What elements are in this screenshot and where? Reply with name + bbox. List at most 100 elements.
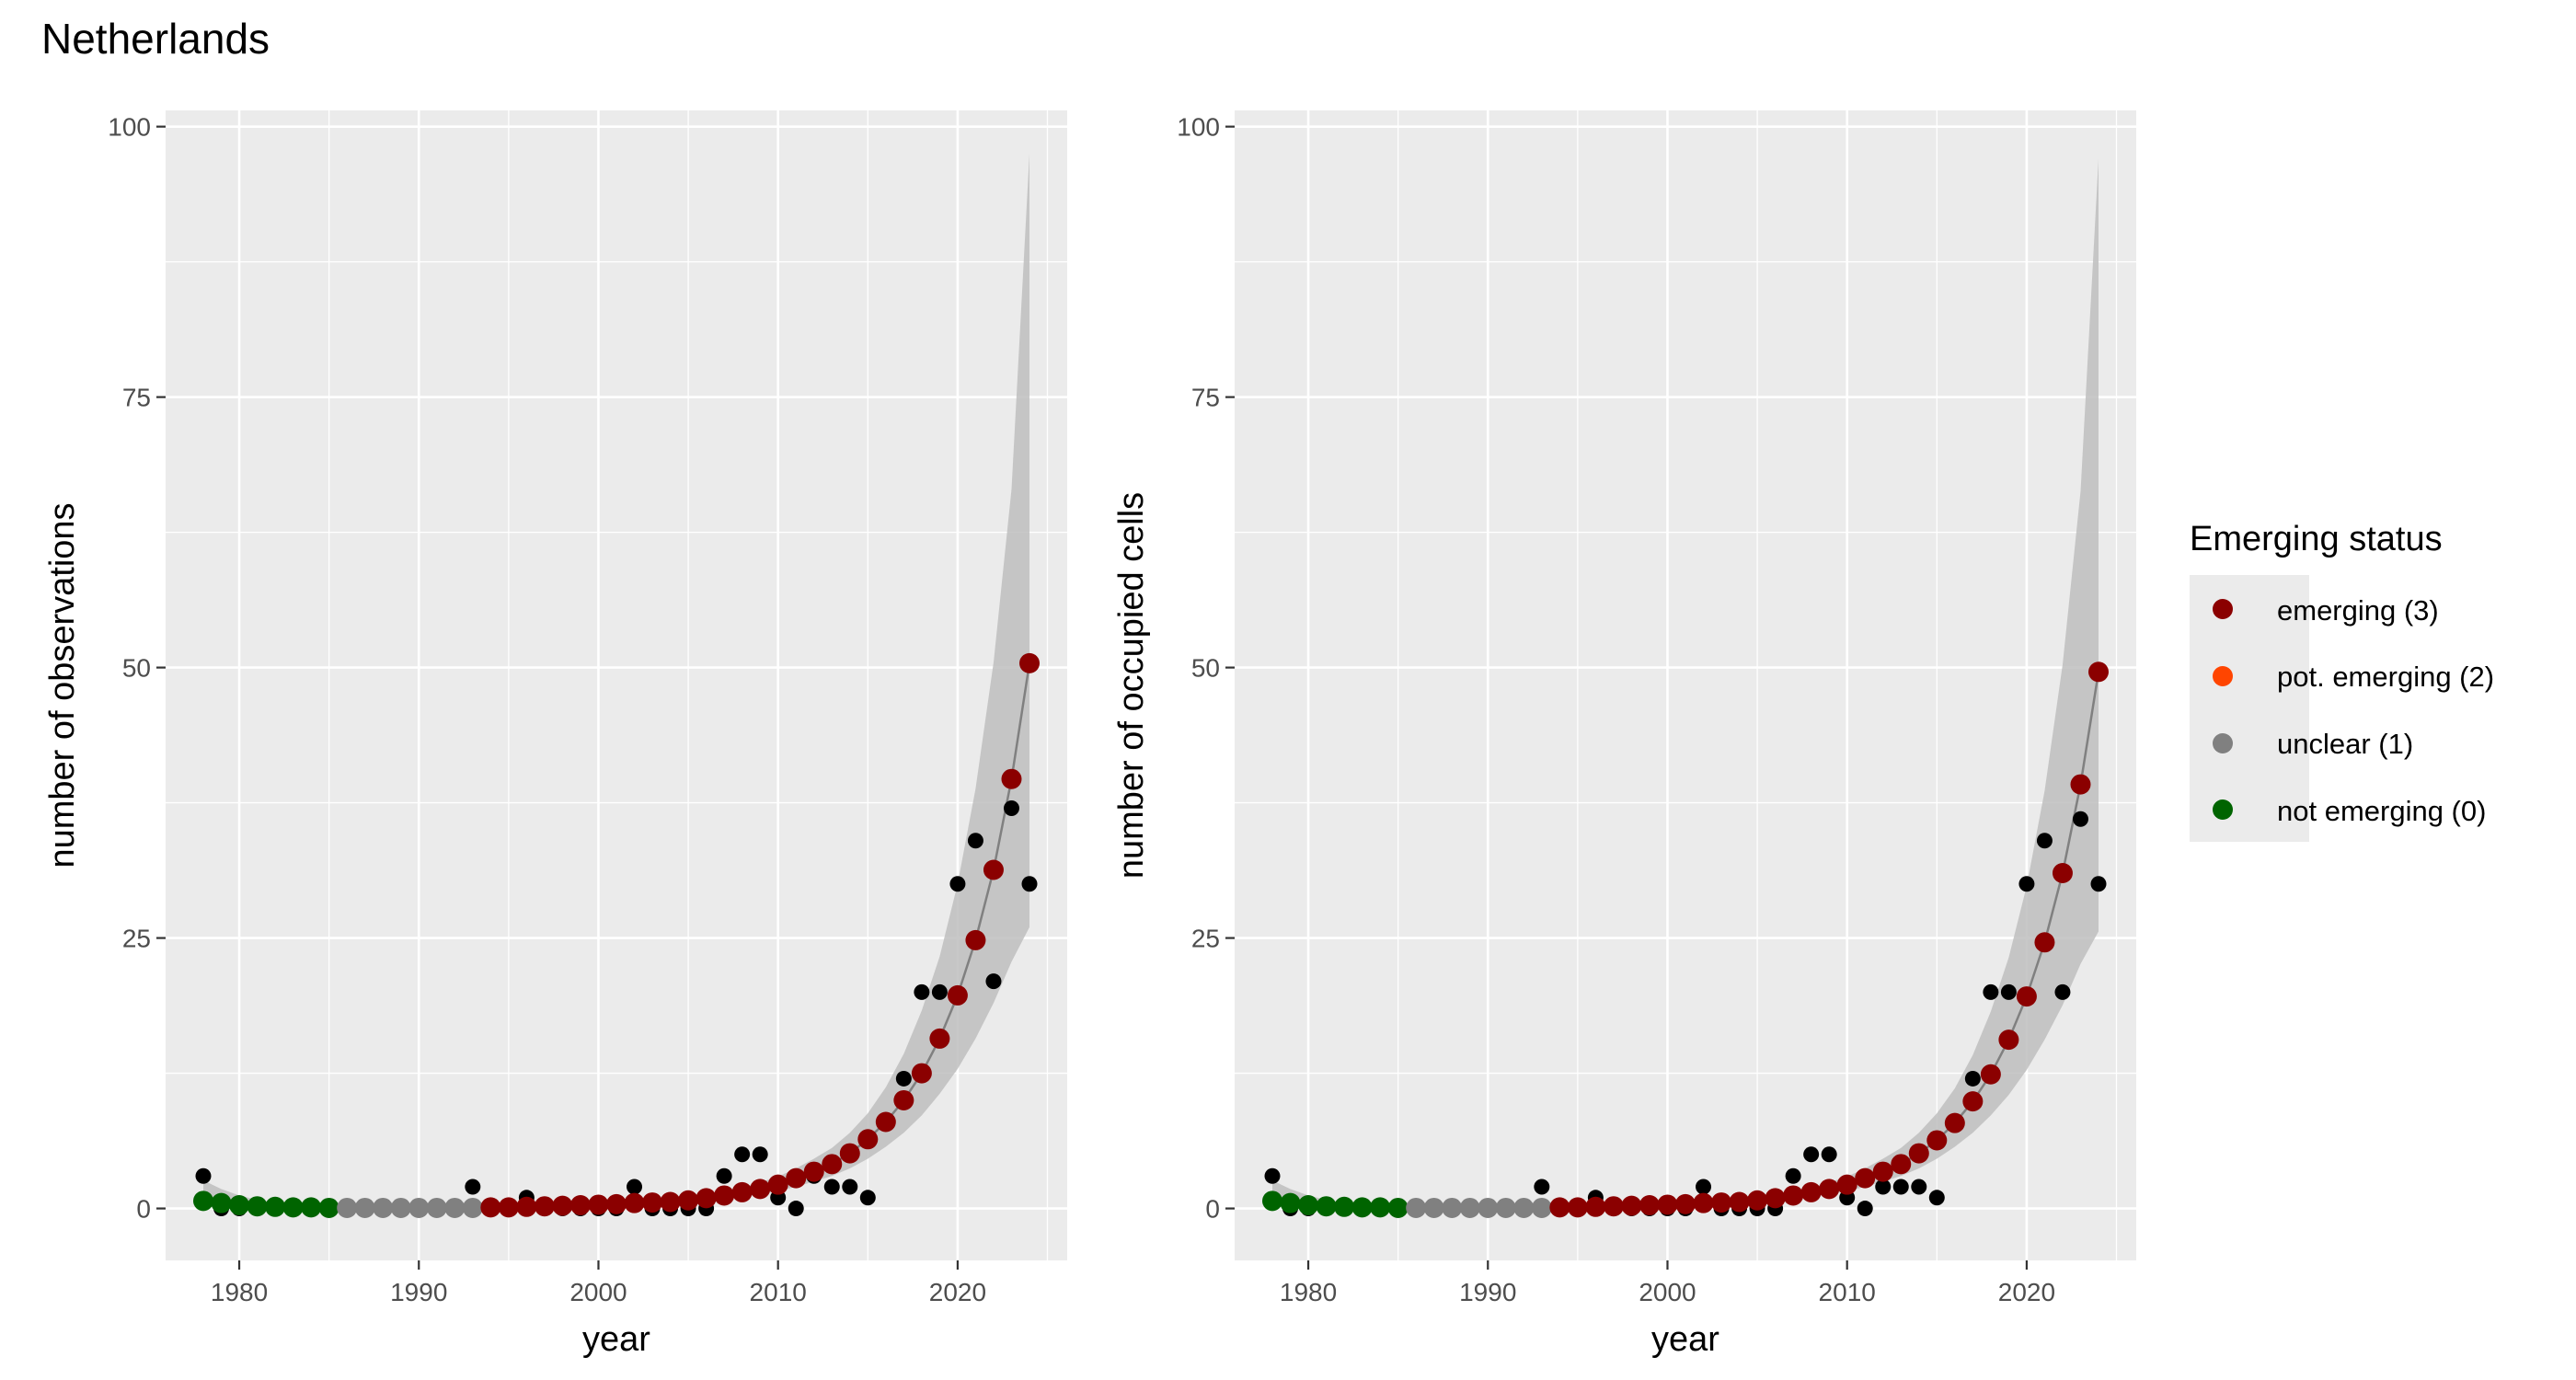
fitted-status-point — [301, 1197, 322, 1218]
fitted-status-point — [875, 1111, 896, 1133]
observed-point — [2036, 833, 2053, 849]
legend-label-pot-emerging: pot. emerging (2) — [2277, 661, 2494, 693]
x-tick-label: 1980 — [1280, 1278, 1337, 1306]
fitted-status-point — [1531, 1197, 1552, 1218]
fitted-status-point — [444, 1197, 466, 1218]
fitted-status-point — [265, 1196, 286, 1217]
fitted-status-point — [1944, 1112, 1965, 1133]
fitted-status-point — [552, 1195, 573, 1216]
fitted-status-point — [229, 1195, 250, 1216]
fitted-status-point — [965, 929, 986, 950]
fitted-status-point — [1891, 1154, 1912, 1175]
fitted-status-point — [2016, 986, 2037, 1007]
fitted-status-point — [1603, 1196, 1624, 1217]
fitted-status-point — [1980, 1064, 2001, 1085]
occupied-cells-panel: 0 25 50 75 100 1980 1990 2000 2010 2020 year number… — [1112, 110, 2136, 1359]
fitted-status-point — [1819, 1179, 1840, 1200]
x-tick-label: 2020 — [929, 1278, 986, 1306]
fitted-status-point — [1423, 1197, 1444, 1218]
legend-item-not-emerging: not emerging (0) — [2213, 795, 2486, 827]
fitted-status-point — [786, 1167, 807, 1189]
x-tick-label: 2010 — [1819, 1278, 1876, 1306]
fitted-status-point — [1693, 1192, 1714, 1213]
observed-point — [1875, 1179, 1892, 1195]
y-tick-label: 25 — [122, 925, 151, 953]
y-tick-label: 100 — [108, 113, 151, 142]
fitted-status-point — [211, 1192, 232, 1213]
y-tick-label: 50 — [122, 654, 151, 683]
fitted-status-point — [642, 1192, 663, 1213]
fitted-status-point — [1675, 1193, 1696, 1214]
fitted-status-point — [1334, 1196, 1355, 1217]
y-axis-title: number of observations — [43, 502, 82, 868]
fitted-status-point — [1261, 1190, 1282, 1212]
observed-point — [2072, 811, 2088, 827]
y-tick-label: 75 — [1191, 384, 1220, 412]
fitted-status-point — [1370, 1197, 1391, 1218]
y-tick-label: 25 — [1191, 925, 1220, 953]
fitted-status-point — [390, 1197, 411, 1218]
fitted-status-point — [1729, 1191, 1750, 1213]
y-axis-title: number of occupied cells — [1112, 492, 1151, 879]
fitted-status-point — [1442, 1197, 1463, 1218]
observed-point — [1821, 1146, 1837, 1163]
fitted-status-point — [1406, 1197, 1427, 1218]
fitted-status-point — [929, 1028, 950, 1049]
x-tick-label: 1990 — [390, 1278, 447, 1306]
observed-point — [1857, 1201, 1873, 1217]
observed-point — [1928, 1190, 1945, 1206]
fitted-status-point — [624, 1192, 645, 1213]
y-tick-label: 100 — [1177, 113, 1220, 142]
observed-point — [752, 1146, 768, 1163]
fitted-status-point — [2034, 932, 2055, 953]
fitted-status-point — [660, 1191, 681, 1213]
fitted-status-point — [1513, 1197, 1535, 1218]
fitted-status-point — [696, 1188, 717, 1209]
fitted-status-point — [1765, 1188, 1786, 1209]
fitted-status-point — [1585, 1196, 1606, 1217]
observed-point — [1696, 1179, 1712, 1195]
y-tick-label: 0 — [1205, 1195, 1220, 1224]
fitted-status-point — [588, 1194, 609, 1215]
observed-point — [1803, 1146, 1820, 1163]
y-tick-label: 75 — [122, 384, 151, 412]
observed-point — [914, 983, 930, 1000]
fitted-status-point — [1998, 1029, 2019, 1051]
observed-point — [895, 1070, 912, 1087]
x-tick-label: 2000 — [569, 1278, 627, 1306]
observed-point — [734, 1146, 751, 1163]
y-tick-label: 0 — [136, 1195, 151, 1224]
legend-label-emerging: emerging (3) — [2277, 594, 2439, 627]
observed-point — [1021, 876, 1038, 892]
fitted-status-point — [1549, 1197, 1570, 1218]
fitted-status-point — [1639, 1195, 1660, 1216]
observed-point — [2018, 876, 2035, 892]
observed-point — [1785, 1167, 1801, 1184]
fitted-status-point — [1800, 1181, 1822, 1202]
x-tick-label: 2000 — [1639, 1278, 1696, 1306]
fitted-status-point — [2088, 661, 2110, 683]
observed-point — [627, 1179, 643, 1195]
observed-point — [1911, 1179, 1927, 1195]
observed-point — [1003, 799, 1019, 816]
fitted-status-point — [857, 1129, 879, 1150]
fitted-status-point — [1495, 1197, 1516, 1218]
fitted-status-point — [1657, 1194, 1678, 1215]
legend-title: Emerging status — [2190, 520, 2443, 558]
observed-point — [195, 1167, 212, 1184]
fitted-status-point — [1387, 1197, 1409, 1218]
fitted-status-point — [822, 1154, 843, 1175]
observed-point — [788, 1201, 804, 1217]
observations-panel: 0 25 50 75 100 1980 1990 2000 2010 2020 year number… — [43, 110, 1067, 1359]
fitted-status-point — [318, 1197, 339, 1218]
fitted-status-point — [247, 1196, 268, 1217]
fitted-status-point — [1836, 1174, 1857, 1195]
fitted-status-point — [1926, 1130, 1948, 1151]
fitted-status-point — [480, 1197, 501, 1218]
observed-point — [1983, 983, 1999, 1000]
fitted-status-point — [750, 1179, 771, 1200]
fitted-status-point — [516, 1196, 537, 1217]
x-tick-label: 2010 — [750, 1278, 807, 1306]
fitted-status-point — [767, 1174, 788, 1195]
